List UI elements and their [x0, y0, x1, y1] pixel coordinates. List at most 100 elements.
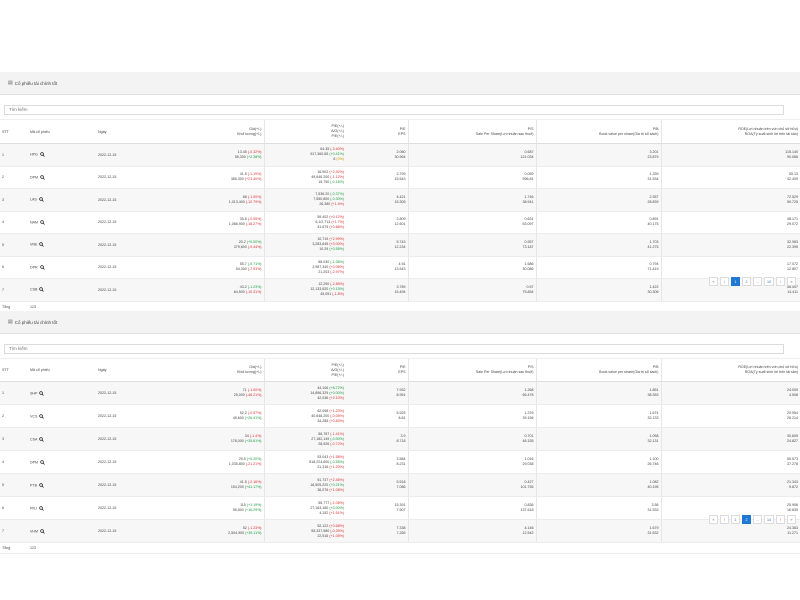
col-roe[interactable]: ROE(Lợi nhuận trên vốn chủ sở hữu) ROA(Tỷ… — [660, 119, 800, 144]
search-icon[interactable] — [40, 220, 45, 225]
col-ps[interactable]: P/S Sale Per Share(Lợi nhuận sau thuế) — [407, 119, 536, 144]
search-icon[interactable] — [40, 528, 45, 534]
page-next-button[interactable]: › — [776, 515, 785, 524]
cell-roe: 115.140 90.066 — [660, 143, 800, 167]
page-prev-button[interactable]: ‹ — [720, 277, 729, 286]
page-next-button[interactable]: › — [776, 277, 785, 286]
cell-change: 56,787 (-1.41%) 27,182,149 (-0.00%) 28,926… — [263, 427, 346, 451]
cell-pb: 2.357 28.839 — [535, 188, 661, 212]
table-row[interactable]: 7 CSB 2022-12-15 43.2 (-1.23%) 64,500 (-10.3… — [0, 278, 800, 302]
cell-roe: 24.009 4.508 — [660, 381, 800, 405]
cell-pb: 1.082 40.195 — [535, 473, 661, 497]
cell-price: 71 (-1.00%) 25,000 (-46.21%) — [184, 381, 264, 405]
page-button[interactable]: 10 — [764, 277, 774, 286]
cell-roe: 55.13 42.409 — [660, 166, 800, 189]
col-code[interactable]: Mã cổ phiếu — [28, 119, 96, 144]
cell-date: 2022-12-15 — [96, 427, 184, 451]
search-icon[interactable] — [39, 505, 44, 511]
page-first-button[interactable]: « — [709, 515, 718, 524]
page-button[interactable]: 2 — [742, 277, 751, 286]
cell-code: VHM — [28, 519, 96, 543]
cell-roe: 21.343 9.872 — [660, 473, 800, 497]
table-row[interactable]: 6 DPR 2022-12-15 55.7 (-0.71%) 54,300 (-7.93… — [0, 256, 800, 279]
search-icon[interactable] — [39, 242, 45, 248]
cell-pb: 1.674 32.133 — [535, 404, 661, 428]
col-change[interactable]: P/E(+/-) A/G(+/-) P/E(+/-) — [263, 119, 346, 144]
cell-ps: 0.957 73.187 — [407, 233, 536, 257]
search-icon[interactable] — [40, 152, 45, 158]
page-button[interactable]: 14 — [764, 515, 774, 524]
col-date[interactable]: Ngày — [96, 358, 184, 382]
cell-ps: 0.427 101.755 — [407, 473, 536, 497]
cell-price: 41.5 (-2.16%) 154,200 (+41.17%) — [184, 473, 264, 497]
table-row[interactable]: 4 NAM 2022-12-15 35.8 (-0.55%) 1,066,900 (-1… — [0, 211, 800, 234]
cell-code: CSB — [28, 278, 96, 302]
page-button[interactable]: 1 — [731, 277, 740, 286]
cell-code: NAM — [28, 211, 96, 234]
stock-code: HPG — [30, 152, 38, 157]
cell-pe: 5.743 12.234 — [346, 233, 408, 257]
col-price[interactable]: Giá(+/-) Khối lượng(+/-) — [184, 119, 264, 144]
page-button[interactable]: 1 — [731, 515, 740, 524]
panel-header: ▤ Cổ phiếu tài chính tốt — [0, 311, 800, 334]
table-row[interactable]: 6 PNJ 2022-12-15 115 (+1.19%) 55,500 (+16.29… — [0, 496, 800, 520]
table-row[interactable]: 7 VHM 2022-12-15 52 (-1.23%) 2,504,900 (+35.… — [0, 519, 800, 543]
search-icon[interactable] — [40, 175, 45, 180]
page-last-button[interactable]: » — [787, 277, 796, 286]
cell-price: 43.2 (-1.23%) 64,500 (-10.31%) — [184, 278, 264, 302]
search-icon[interactable] — [39, 197, 44, 203]
table-row[interactable]: 2 DPM 2022-12-15 41.5 (-1.19%) 385,300 (+21.… — [0, 166, 800, 189]
panel-header: ▤ Cổ phiếu tài chính tốt — [0, 72, 800, 95]
table-row[interactable]: 2 VCS 2022-12-15 52.2 (-0.57%) 49,600 (+26.4… — [0, 404, 800, 428]
col-stt[interactable]: STT — [0, 119, 28, 144]
search-icon[interactable] — [39, 265, 45, 270]
col-date[interactable]: Ngày — [96, 119, 184, 144]
stock-code: LAS — [30, 197, 37, 202]
col-pe[interactable]: P/E EPS — [346, 358, 408, 382]
search-input[interactable] — [4, 343, 784, 354]
stock-code: CSA — [30, 436, 38, 441]
col-change[interactable]: P/E(+/-) A/G(+/-) P/E(+/-) — [263, 358, 346, 382]
search-icon[interactable] — [39, 413, 45, 419]
search-icon[interactable] — [39, 390, 45, 396]
table-row[interactable]: 1 SHP 2022-12-15 71 (-1.00%) 25,000 (-46.21%… — [0, 381, 800, 405]
page-ellipsis: ... — [753, 277, 762, 286]
page-last-button[interactable]: » — [787, 515, 796, 524]
search-icon[interactable] — [39, 436, 45, 442]
col-pe[interactable]: P/E EPS — [346, 119, 408, 144]
col-stt[interactable]: STT — [0, 358, 28, 382]
page-first-button[interactable]: « — [709, 277, 718, 286]
cell-code: SHP — [28, 381, 96, 405]
col-ps[interactable]: P/S Sale Per Share(Lợi nhuận sau thuế) — [407, 358, 536, 382]
table-row[interactable]: 1 HPG 2022-12-15 13.45 (-0.32%) 55,300 (+2.3… — [0, 143, 800, 167]
cell-pe: 2.060 30.964 — [346, 143, 408, 167]
cell-stt: 6 — [0, 496, 28, 520]
col-roe[interactable]: ROE(Lợi nhuận trên vốn chủ sở hữu) ROA(Tỷ… — [660, 358, 800, 382]
col-price[interactable]: Giá(+/-) Khối lượng(+/-) — [184, 358, 264, 382]
page-prev-button[interactable]: ‹ — [720, 515, 729, 524]
search-input[interactable] — [4, 104, 784, 115]
cell-stt: 4 — [0, 211, 28, 234]
table-row[interactable]: 3 CSA 2022-12-15 34 (-1.4%) 178,000 (+35.61%… — [0, 427, 800, 451]
col-code[interactable]: Mã cổ phiếu — [28, 358, 96, 382]
stock-panel-1: ▤ Cổ phiếu tài chính tốt STT Mã cổ phiếu… — [0, 72, 800, 313]
cell-change: 53,043 (+1.58%) 518,224,600 (-0.55%) 21,31… — [263, 450, 346, 474]
cell-change: 59.402 (+0.12%) 6,1/2,713 (+1.7%) 41,679 (… — [263, 211, 346, 234]
stock-code: NAM — [30, 220, 38, 225]
page-button[interactable]: 2 — [742, 515, 751, 524]
col-pb[interactable]: P/B Book value per share(Giá trị sổ sách) — [535, 119, 661, 144]
table-row[interactable]: 4 DPM 2022-12-15 29.5 (+0.20%) 1,035,800 (-2… — [0, 450, 800, 474]
cell-date: 2022-12-15 — [96, 211, 184, 234]
cell-roe: 25.906 16.839 — [660, 496, 800, 520]
cell-change: 10,719 (+2.99%) 3,283,645 (+0.00%) 10.29 (… — [263, 233, 346, 257]
search-icon[interactable] — [39, 287, 45, 293]
search-icon[interactable] — [39, 482, 44, 488]
cell-pe: 2.799 15.543 — [346, 166, 408, 189]
stock-panel-2: ▤ Cổ phiếu tài chính tốt STT Mã cổ phiếu… — [0, 311, 800, 599]
table-row[interactable]: 5 PTB 2022-12-15 41.5 (-2.16%) 154,200 (+41.… — [0, 473, 800, 497]
col-pb[interactable]: P/B Book value per share(Giá trị sổ sách) — [535, 358, 661, 382]
table-row[interactable]: 3 LAS 2022-12-15 68 (-1.00%) 1,013,400 (-12.… — [0, 188, 800, 212]
cell-price: 13.45 (-0.32%) 55,300 (+2.38%) — [184, 143, 264, 167]
table-row[interactable]: 5 VNE 2022-12-15 20.2 (+0.00%) 379,600 (-9.4… — [0, 233, 800, 257]
search-icon[interactable] — [40, 459, 45, 465]
